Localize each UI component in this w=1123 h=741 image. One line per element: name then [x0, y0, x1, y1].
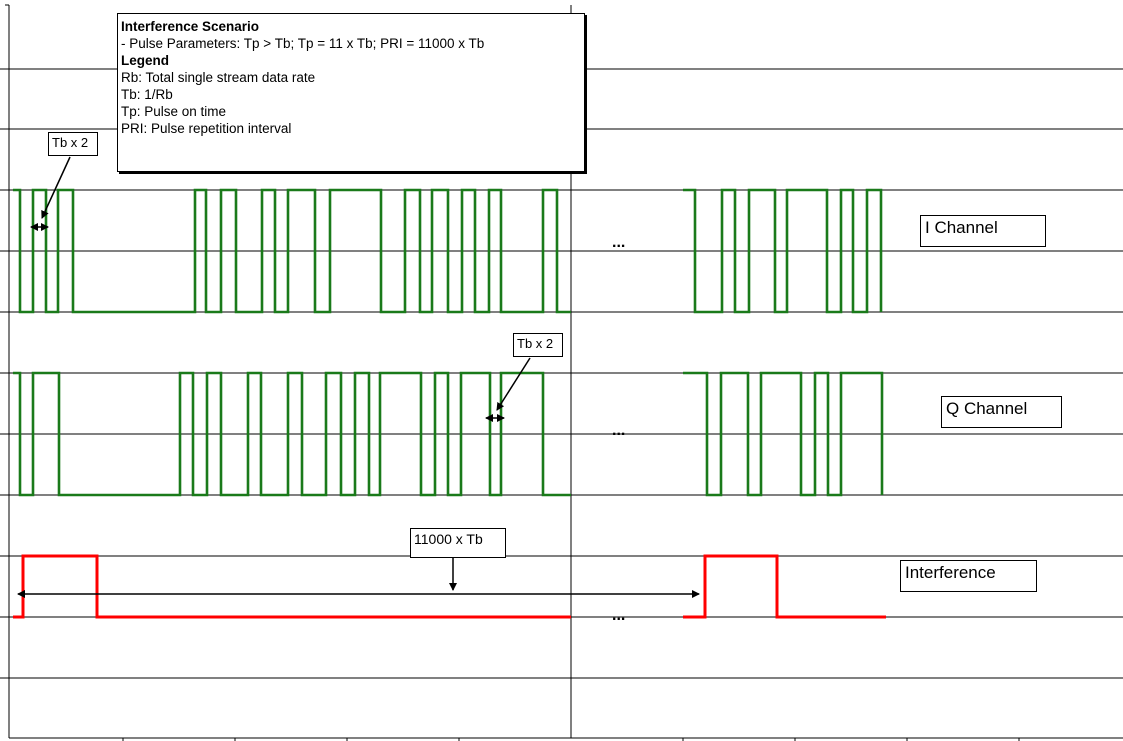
tb-left-pointer — [41, 156, 71, 219]
legend-item: Tb: 1/Rb — [121, 87, 173, 102]
i-channel-wave-segment-2 — [683, 188, 883, 314]
interference-wave-segment-2 — [683, 554, 886, 619]
i-channel-label: I Channel — [920, 215, 1046, 247]
legend-item: Tp: Pulse on time — [121, 104, 227, 119]
pulse-parameters: - Pulse Parameters: Tp > Tb; Tp = 11 x T… — [121, 36, 485, 51]
q-ellipsis: ... — [612, 422, 626, 439]
interference-wave — [13, 554, 886, 619]
tb-q-label: Tb x 2 — [513, 333, 563, 357]
interference-ellipsis: ... — [612, 607, 626, 624]
i-channel-wave — [13, 188, 883, 314]
q-channel-label: Q Channel — [941, 396, 1062, 428]
pri-callout — [17, 558, 700, 598]
i-ellipsis: ... — [612, 234, 626, 251]
tb-left-label: Tb x 2 — [48, 132, 98, 156]
scenario-title: Interference Scenario — [121, 19, 260, 34]
legend-box: Interference Scenario - Pulse Parameters… — [117, 13, 585, 172]
q-channel-wave — [13, 371, 884, 497]
q-channel-wave-segment-2 — [683, 371, 884, 497]
legend-title: Legend — [121, 53, 170, 68]
pri-label: 11000 x Tb — [410, 528, 506, 558]
tb-q-pointer — [496, 357, 531, 411]
legend-item: Rb: Total single stream data rate — [121, 70, 316, 85]
i-channel-wave-segment-1 — [13, 188, 571, 314]
legend-item: PRI: Pulse repetition interval — [121, 121, 292, 136]
q-channel-wave-segment-1 — [13, 371, 571, 497]
tb-left-callout — [30, 156, 71, 231]
interference-label: Interference — [900, 560, 1037, 592]
interference-wave-segment-1 — [13, 554, 571, 619]
tb-q-callout — [485, 357, 531, 422]
